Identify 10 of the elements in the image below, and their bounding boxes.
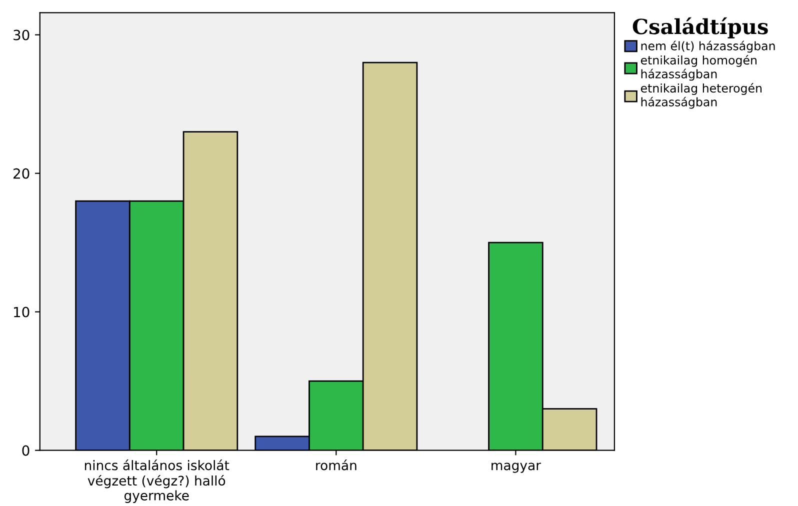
x-tick-label: magyar [492, 462, 542, 473]
y-tick-label: 0 [22, 445, 30, 456]
legend-title: Családtípus [632, 17, 768, 38]
y-tick-label: 10 [14, 306, 30, 318]
y-tick-label: 30 [14, 30, 30, 40]
legend-label: etnikailag heterogén házasságban [640, 83, 762, 109]
x-tick-label: román [316, 460, 356, 470]
x-tick-label: nincs általános iskolát végzett (végz?) halló gyermeke [84, 460, 230, 504]
legend-label: nem él(t) házasságban [641, 40, 775, 53]
y-tick-label: 20 [14, 168, 30, 179]
